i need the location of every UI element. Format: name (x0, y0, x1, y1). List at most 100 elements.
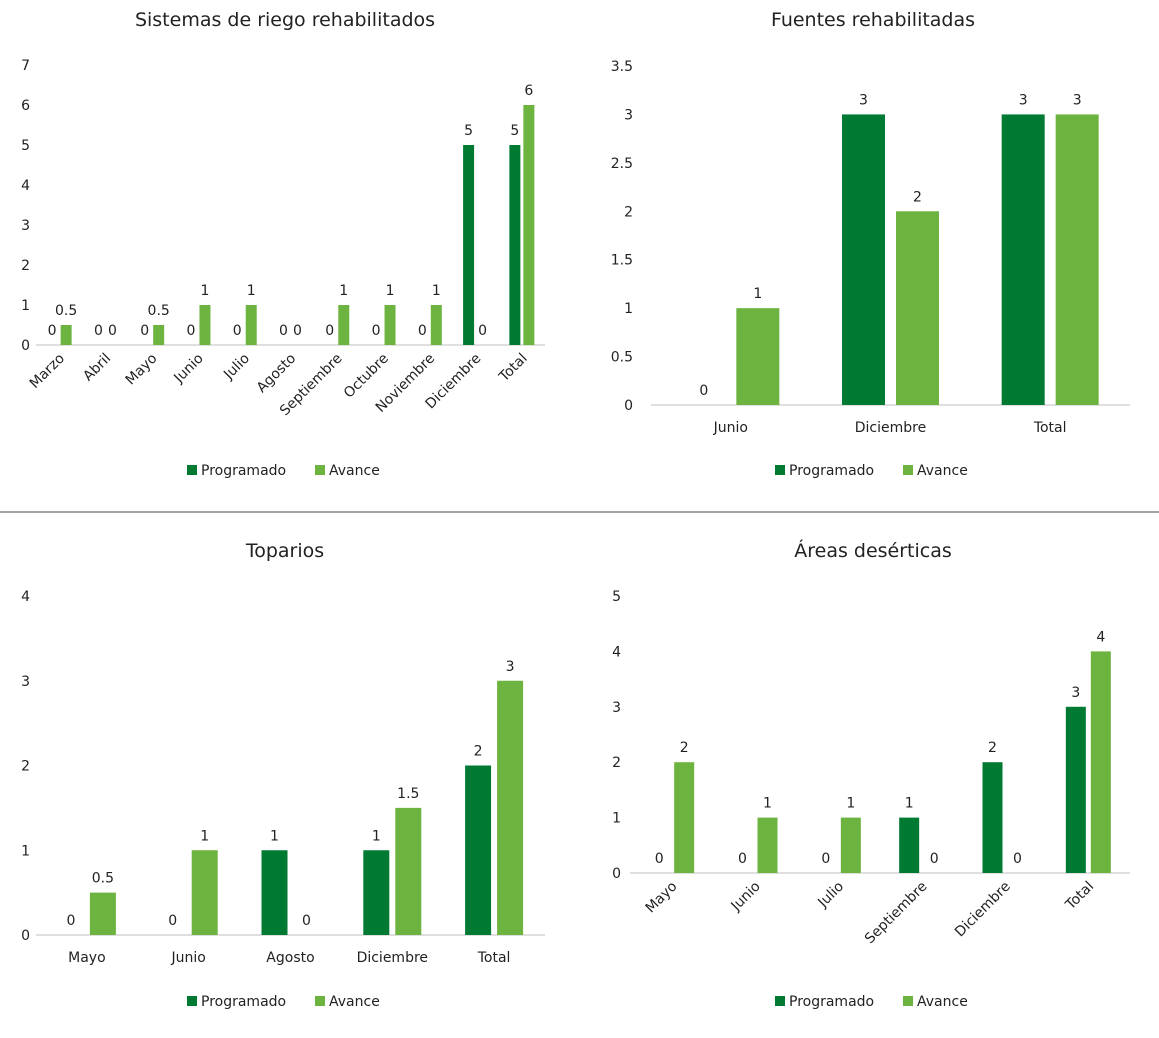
category-group-diciembre: 3 2 Diciembre (842, 92, 939, 436)
data-label-avance: 1 (763, 796, 772, 812)
data-label-programado: 5 (464, 123, 473, 139)
data-label-programado: 0 (418, 323, 427, 339)
data-label-avance: 2 (680, 740, 689, 756)
legend-swatch-avance (315, 465, 325, 475)
bar-programado-diciembre (463, 145, 475, 345)
bar-avance-junio (736, 308, 780, 405)
category-group-total: 3 3 Total (1001, 92, 1099, 436)
chart-sistemas-de-riego: Sistemas de riego rehabilitados 0 1 2 3 4 5 6 7 0… (21, 9, 545, 479)
y-tick-label: 0 (21, 928, 30, 944)
bar-avance-mayo (153, 325, 165, 345)
legend-label-avance: Avance (917, 463, 968, 479)
x-tick-label: Agosto (266, 950, 314, 966)
chart-title: Toparios (245, 540, 324, 562)
y-tick-label: 5 (612, 589, 621, 605)
data-label-avance: 0 (302, 913, 311, 929)
data-label-programado: 0 (738, 851, 747, 867)
data-label-avance: 0 (1013, 851, 1022, 867)
x-tick-label: Mayo (68, 950, 106, 966)
category-group-agosto: 1 0 Agosto (261, 828, 315, 966)
y-tick-label: 3 (624, 107, 633, 123)
bar-avance-junio (199, 305, 211, 345)
x-tick-label: Total (477, 950, 511, 966)
y-tick-label: 3 (21, 218, 30, 234)
category-group-total: 3 4 Total (1062, 629, 1111, 914)
bar-avance-diciembre (395, 807, 422, 935)
data-label-programado: 3 (859, 92, 868, 108)
bar-programado-total (1065, 706, 1086, 873)
data-label-programado: 0 (372, 323, 381, 339)
y-tick-label: 0 (624, 398, 633, 414)
legend-label-programado: Programado (201, 463, 286, 479)
bar-avance-diciembre (896, 211, 939, 405)
legend-swatch-programado (187, 465, 197, 475)
category-group-total: 5 6 Total (496, 83, 535, 386)
data-label-programado: 0 (168, 913, 177, 929)
legend: Programado Avance (775, 994, 968, 1010)
y-tick-label: 1 (612, 811, 621, 827)
x-tick-label: Marzo (27, 351, 68, 392)
legend: Programado Avance (187, 994, 380, 1010)
legend-label-avance: Avance (917, 994, 968, 1010)
data-label-avance: 2 (913, 189, 922, 205)
x-tick-label: Diciembre (855, 420, 926, 436)
legend-swatch-avance (315, 996, 325, 1006)
chart-title: Sistemas de riego rehabilitados (135, 9, 435, 31)
data-label-programado: 2 (988, 740, 997, 756)
x-tick-label: Diciembre (357, 950, 428, 966)
data-label-avance: 1 (339, 283, 348, 299)
data-label-avance: 6 (524, 83, 533, 99)
x-tick-label: Abril (80, 351, 114, 385)
data-label-avance: 4 (1096, 629, 1105, 645)
category-group-septiembre: 1 0 Septiembre (862, 796, 939, 947)
chart-fuentes-rehabilitadas: Fuentes rehabilitadas 0 0.5 1 1.5 2 2.5 3 3.5 0 1 J… (611, 9, 1130, 479)
y-tick-label: 1 (21, 298, 30, 314)
chart-title: Fuentes rehabilitadas (771, 9, 975, 31)
bar-programado-total (1001, 114, 1045, 405)
category-group-mayo: 0 2 Mayo (643, 740, 695, 916)
y-tick-label: 6 (21, 98, 30, 114)
x-tick-label: Junio (713, 420, 748, 436)
data-label-programado: 0 (48, 323, 57, 339)
legend-label-avance: Avance (329, 463, 380, 479)
y-tick-label: 0 (612, 866, 621, 882)
bar-avance-marzo (60, 325, 72, 345)
x-tick-label: Junio (171, 950, 206, 966)
category-group-marzo: 0 0.5 Marzo (27, 303, 78, 392)
data-label-avance: 1.5 (397, 786, 419, 802)
x-tick-label: Junio (170, 351, 206, 387)
legend-swatch-programado (187, 996, 197, 1006)
data-label-avance: 1 (247, 283, 256, 299)
y-tick-label: 2 (624, 204, 633, 220)
legend: Programado Avance (187, 463, 380, 479)
bar-programado-septiembre (899, 817, 920, 873)
data-label-programado: 0 (279, 323, 288, 339)
legend-label-avance: Avance (329, 994, 380, 1010)
data-label-avance: 0 (108, 323, 117, 339)
bar-avance-total (523, 105, 535, 345)
data-label-avance: 1 (432, 283, 441, 299)
x-tick-label: Total (1062, 879, 1097, 914)
bar-avance-junio (757, 817, 778, 873)
data-label-avance: 1 (753, 286, 762, 302)
y-tick-label: 2 (21, 258, 30, 274)
data-label-avance: 3 (506, 659, 515, 675)
category-group-junio: 0 1 Junio (168, 828, 218, 966)
data-label-programado: 0 (94, 323, 103, 339)
bar-programado-diciembre (363, 850, 390, 935)
data-label-avance: 0.5 (55, 303, 77, 319)
category-group-abril: 0 0 Abril (80, 323, 117, 384)
x-tick-label: Junio (728, 879, 764, 915)
data-label-programado: 3 (1071, 685, 1080, 701)
y-tick-label: 7 (21, 58, 30, 74)
y-tick-label: 4 (612, 644, 621, 660)
bar-programado-agosto (261, 850, 288, 935)
data-label-avance: 0 (930, 851, 939, 867)
y-tick-label: 2 (612, 755, 621, 771)
y-tick-label: 4 (21, 589, 30, 605)
y-tick-label: 3 (21, 674, 30, 690)
x-tick-label: Agosto (254, 351, 300, 397)
y-tick-label: 0 (21, 338, 30, 354)
category-group-junio: 0 1 Junio (728, 796, 778, 915)
